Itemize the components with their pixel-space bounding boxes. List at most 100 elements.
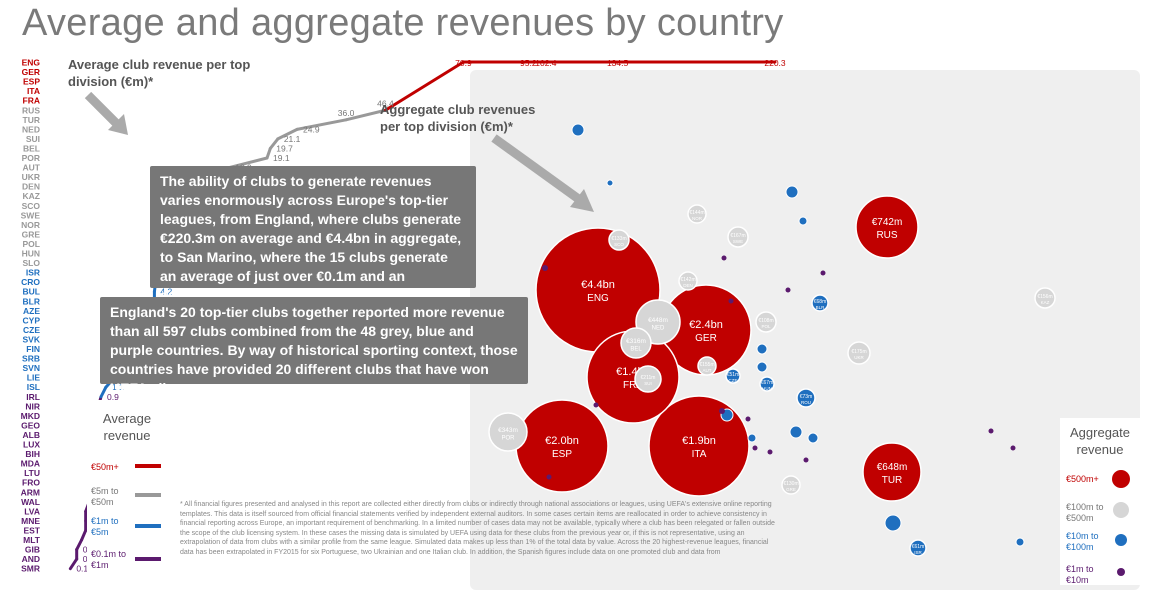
country-label-rus: RUS — [22, 105, 40, 115]
pointer-arrows — [84, 91, 594, 212]
legend-aggregate-item: €10m to €100m — [1066, 531, 1099, 552]
bubble-value-ita: €1.9bn — [682, 435, 716, 447]
minor-bubble-blue — [798, 216, 808, 226]
minor-bubble-blue — [1015, 537, 1025, 547]
bubble-gre — [781, 475, 801, 495]
line-segment-fra — [383, 60, 465, 112]
country-label-geo: GEO — [21, 420, 40, 430]
minor-bubble-purple — [719, 408, 725, 414]
bubble-value-nor: €144m — [689, 210, 704, 216]
minor-bubble-blue — [747, 433, 757, 443]
country-label-hun: HUN — [22, 249, 40, 259]
bubble-value-den: €142m — [680, 277, 695, 283]
bubble-country-rus: RUS — [876, 230, 897, 241]
country-label-irl: IRL — [26, 392, 40, 402]
bubble-value-blr: €68m — [814, 299, 827, 305]
bubble-value-esp: €2.0bn — [545, 435, 579, 447]
country-label-ltu: LTU — [24, 468, 40, 478]
minor-bubble-purple — [1010, 445, 1016, 451]
country-label-pol: POL — [23, 239, 40, 249]
country-label-bih: BIH — [25, 449, 40, 459]
legend-aggregate-title: Aggregate revenue — [1070, 425, 1130, 457]
country-label-den: DEN — [22, 182, 40, 192]
bubble-aut — [697, 356, 717, 376]
bubble-sco — [608, 229, 630, 251]
value-label-rus: 46.4 — [377, 98, 394, 108]
country-label-mkd: MKD — [21, 411, 40, 421]
minor-bubble-blue — [756, 361, 768, 373]
footnote: * All financial figures presented and an… — [180, 501, 775, 556]
line-segment-ned — [276, 127, 299, 141]
legend-aggregate-item: €500m+ — [1066, 474, 1099, 484]
value-label-fra: 70.9 — [455, 58, 472, 68]
minor-bubble-purple — [988, 428, 994, 434]
minor-bubble-purple — [721, 255, 727, 261]
legend-average: Average revenue €50m+ €5m to €50m €1m to… — [87, 400, 167, 585]
bubble-value-gre: €130m — [783, 481, 798, 487]
callout-england-context: England's 20 top-tier clubs together rep… — [100, 297, 528, 396]
line-segment-isl — [99, 385, 108, 399]
minor-bubble-purple — [767, 449, 773, 455]
bubble-value-sco: €133m — [611, 236, 626, 242]
bubble-country-esp: ESP — [552, 449, 572, 460]
country-label-gib: GIB — [25, 545, 40, 555]
aggregate-bubbles: €4.4bnENG€2.4bnGER€2.0bnESP€1.9bnITA€1.4… — [488, 123, 1056, 557]
bubble-hun — [759, 376, 775, 392]
legend-average-item: €1m to €5m — [91, 516, 119, 537]
minor-bubble-purple — [785, 287, 791, 293]
line-segment-and — [68, 557, 79, 571]
bubble-value-ukr: €175m — [851, 349, 866, 355]
bubble-country-swe: SWE — [733, 239, 743, 244]
bubble-den — [678, 271, 698, 291]
value-label-por: 19.1 — [273, 153, 290, 163]
bubble-sui — [634, 365, 662, 393]
bubble-country-bel: BEL — [630, 347, 642, 353]
country-label-blr: BLR — [23, 296, 40, 306]
bubble-value-rou: €73m — [800, 394, 813, 400]
value-label-ger: 134.5 — [607, 58, 629, 68]
bubble-country-kaz: KAZ — [1041, 300, 1050, 305]
arrow-aggregate-head — [570, 189, 594, 212]
legend-average-swatch — [135, 524, 161, 528]
country-label-arm: ARM — [21, 487, 40, 497]
line-segment-por — [227, 156, 269, 170]
bubble-ita — [648, 395, 750, 497]
value-label-eng: 220.3 — [764, 58, 786, 68]
country-label-cro: CRO — [21, 277, 40, 287]
bubble-country-rou: ROU — [801, 400, 811, 405]
country-labels: ENGGERESPITAFRARUSTURNEDSUIBELPORAUTUKRD… — [21, 58, 41, 574]
bubble-country-aut: AUT — [703, 368, 712, 373]
minor-bubble-blue — [571, 123, 585, 137]
bubble-country-tur: TUR — [882, 475, 903, 486]
bubble-swe — [727, 226, 749, 248]
country-label-svk: SVK — [23, 334, 41, 344]
country-label-eng: ENG — [22, 58, 41, 68]
aggregate-label: Aggregate club revenues per top division… — [380, 102, 536, 134]
bubble-value-hun: €67m — [761, 380, 774, 386]
country-label-fin: FIN — [26, 344, 40, 354]
legend-aggregate-swatch — [1113, 502, 1129, 518]
bubble-pol — [755, 311, 777, 333]
bubble-value-kaz: €156m — [1037, 294, 1052, 300]
country-label-cyp: CYP — [23, 315, 41, 325]
line-segment-mlt — [75, 538, 84, 552]
bubble-value-pol: €108m — [758, 318, 773, 324]
bubble-country-sui: SUI — [644, 381, 652, 386]
legend-aggregate: Aggregate revenue €500m+ €100m to €500m … — [1060, 418, 1140, 585]
country-label-nir: NIR — [25, 401, 40, 411]
minor-bubble-blue — [789, 425, 803, 439]
minor-bubble-blue — [606, 179, 614, 187]
bubble-value-por: €343m — [498, 427, 518, 434]
bubble-country-ger: GER — [695, 333, 717, 344]
country-label-mne: MNE — [21, 516, 40, 526]
bubble-value-sui: €211m — [641, 375, 656, 381]
legend-average-item: €50m+ — [91, 462, 119, 472]
value-label-tur: 36.0 — [338, 108, 355, 118]
country-label-est: EST — [23, 525, 40, 535]
line-segment-est — [80, 528, 88, 542]
bubble-country-gre: GRE — [786, 487, 796, 492]
bubble-country-eng: ENG — [587, 293, 609, 304]
bubble-country-blr: BLR — [816, 305, 826, 310]
bubble-country-hun: HUN — [762, 386, 772, 391]
